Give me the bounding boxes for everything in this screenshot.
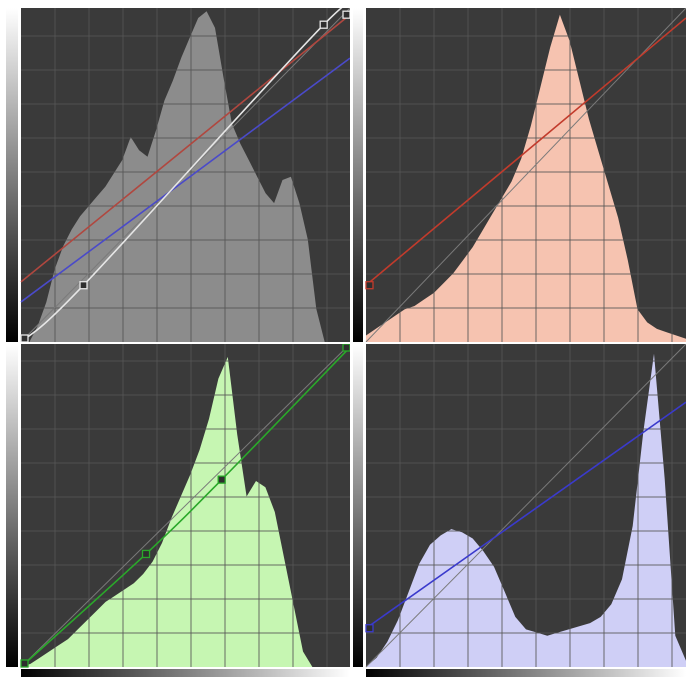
curve-control-point[interactable] bbox=[20, 334, 29, 342]
red-curves-panel-svg[interactable] bbox=[353, 8, 686, 342]
output-gradient-bar bbox=[6, 8, 18, 342]
composite-curves-panel[interactable] bbox=[6, 8, 350, 342]
curve-control-point[interactable] bbox=[365, 281, 374, 290]
curve-control-point[interactable] bbox=[141, 549, 151, 559]
curve-control-point[interactable] bbox=[319, 20, 328, 29]
green-curves-panel[interactable] bbox=[6, 344, 350, 677]
curve-control-point[interactable] bbox=[20, 659, 29, 668]
blue-curves-panel-svg[interactable] bbox=[353, 344, 686, 677]
curve-grid bbox=[21, 344, 350, 667]
identity-diagonal bbox=[365, 344, 686, 668]
identity-diagonal bbox=[20, 344, 350, 668]
identity-diagonal bbox=[365, 8, 686, 342]
input-gradient-bar bbox=[21, 669, 350, 677]
output-gradient-bar bbox=[353, 8, 363, 342]
blue-curves-panel[interactable] bbox=[353, 344, 686, 677]
blue-curve[interactable] bbox=[365, 401, 686, 629]
curve-grid bbox=[366, 8, 686, 342]
rgb-master-curve[interactable] bbox=[20, 8, 350, 342]
curve-control-point[interactable] bbox=[342, 344, 350, 352]
green-curve[interactable] bbox=[20, 346, 350, 668]
output-gradient-bar bbox=[6, 344, 18, 667]
curve-grid bbox=[21, 8, 350, 342]
input-gradient-bar bbox=[366, 669, 686, 677]
red-curve[interactable] bbox=[365, 17, 686, 286]
histogram bbox=[366, 353, 686, 667]
curve-control-point[interactable] bbox=[217, 475, 226, 484]
green-curves-panel-svg[interactable] bbox=[6, 344, 350, 677]
red-channel-curve[interactable] bbox=[20, 14, 350, 283]
curve-control-point[interactable] bbox=[79, 281, 88, 290]
composite-curves-panel-svg[interactable] bbox=[6, 8, 350, 342]
histogram bbox=[21, 11, 350, 342]
blue-channel-curve[interactable] bbox=[20, 57, 350, 303]
histogram bbox=[366, 14, 686, 342]
red-curves-panel[interactable] bbox=[353, 8, 686, 342]
curve-grid bbox=[366, 344, 686, 667]
curve-control-point[interactable] bbox=[365, 624, 374, 633]
output-gradient-bar bbox=[353, 344, 363, 667]
curve-control-point[interactable] bbox=[342, 10, 350, 19]
histogram bbox=[21, 356, 350, 667]
